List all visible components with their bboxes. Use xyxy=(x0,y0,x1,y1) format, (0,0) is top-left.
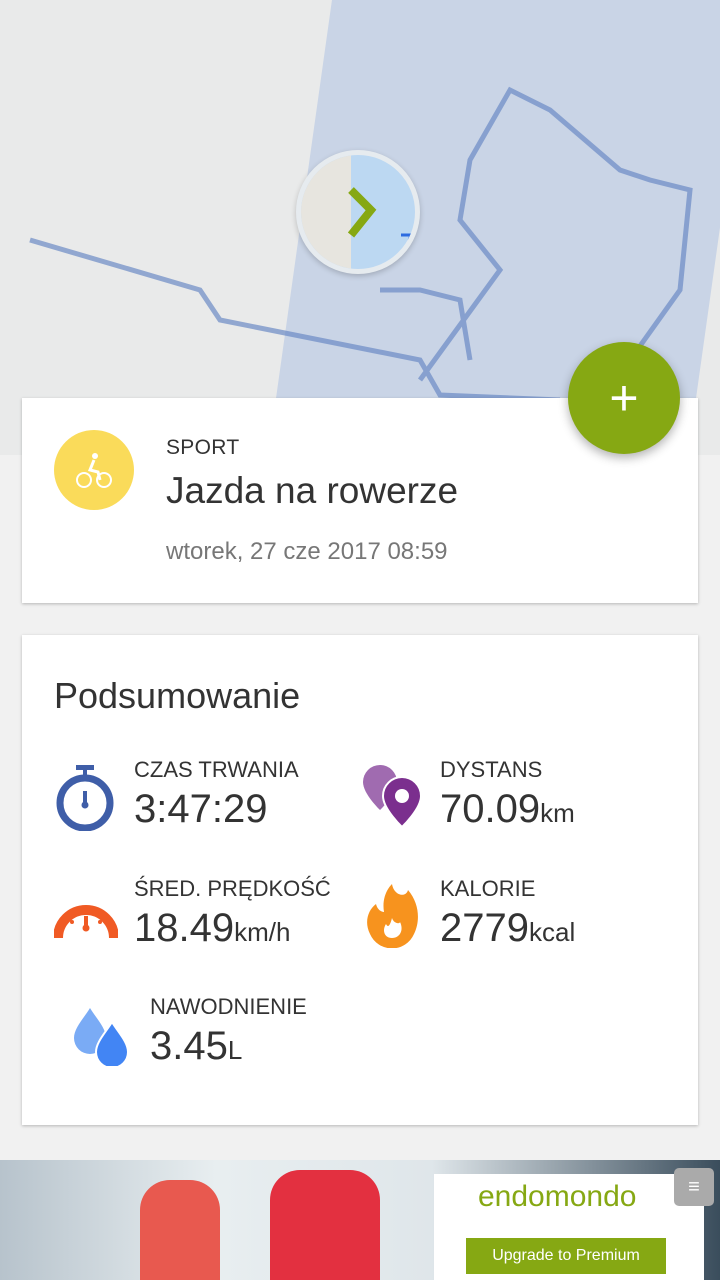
stat-value: 2779kcal xyxy=(440,906,576,950)
stat-value: 18.49km/h xyxy=(134,906,291,950)
route-arrow-icon xyxy=(310,187,414,269)
ad-runner-image xyxy=(140,1180,220,1280)
cycling-icon xyxy=(54,430,134,510)
stat-value: 3:47:29 xyxy=(134,787,268,831)
stat-label: CZAS TRWANIA xyxy=(134,757,299,782)
stat-value: 3.45L xyxy=(150,1024,243,1068)
sport-label: SPORT xyxy=(166,436,240,459)
ad-panel: endomondo Upgrade to Premium xyxy=(434,1174,704,1280)
stat-value: 70.09km xyxy=(440,787,575,831)
route-map[interactable] xyxy=(0,0,720,455)
ad-banner[interactable]: endomondo Upgrade to Premium ≡ xyxy=(0,1160,720,1280)
upgrade-premium-button[interactable]: Upgrade to Premium xyxy=(466,1238,666,1274)
ad-runner-image xyxy=(270,1170,380,1280)
flame-icon xyxy=(367,884,418,948)
summary-card: Podsumowanie CZAS TRWANIA 3:47:29 DYSTANS… xyxy=(22,635,698,1125)
water-drops-icon xyxy=(74,1008,130,1066)
route-thumbnail[interactable] xyxy=(296,150,420,274)
route-line xyxy=(29,86,693,403)
endomondo-logo: endomondo xyxy=(478,1180,637,1213)
summary-title: Podsumowanie xyxy=(54,675,301,716)
stopwatch-icon xyxy=(56,765,114,831)
stat-label: DYSTANS xyxy=(440,757,543,782)
location-pins-icon xyxy=(363,765,423,827)
speedometer-icon xyxy=(54,905,118,939)
stat-label: NAWODNIENIE xyxy=(150,994,307,1019)
stat-label: ŚRED. PRĘDKOŚĆ xyxy=(134,876,331,901)
sport-name: Jazda na rowerze xyxy=(166,470,459,511)
add-button[interactable]: + xyxy=(568,342,680,454)
activity-datetime: wtorek, 27 cze 2017 08:59 xyxy=(166,538,448,565)
stat-label: KALORIE xyxy=(440,876,536,901)
ad-badge-icon[interactable]: ≡ xyxy=(674,1168,714,1206)
